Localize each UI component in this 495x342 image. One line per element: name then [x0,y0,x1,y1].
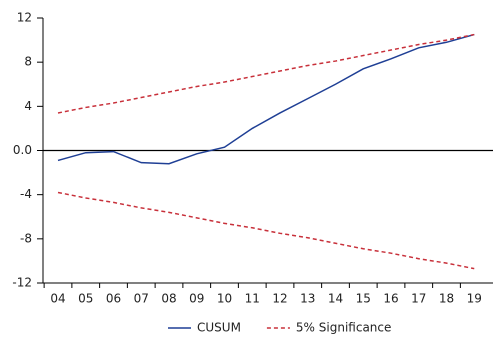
y-tick-label: 12 [17,11,32,25]
y-tick-label: -4 [20,187,32,201]
series-line [57,191,475,270]
y-tick-label: 8 [24,55,32,69]
series-line [57,33,475,114]
x-tick-label: 19 [467,292,482,306]
x-tick-label: 18 [439,292,454,306]
x-tick-label: 17 [411,292,426,306]
series-line [57,33,475,165]
y-tick-label: 4 [24,99,32,113]
x-tick-label: 15 [356,292,371,306]
x-tick-label: 07 [134,292,149,306]
x-tick-label: 08 [161,292,176,306]
x-tick-label: 04 [50,292,65,306]
x-tick-label: 12 [272,292,287,306]
x-tick-label: 06 [106,292,121,306]
legend-label: 5% Significance [296,321,391,335]
x-tick-label: 11 [245,292,260,306]
y-tick-label: 0.0 [13,143,32,157]
y-tick-label: -8 [20,231,32,245]
y-tick-label: -12 [12,276,32,290]
x-tick-label: 05 [78,292,93,306]
x-tick-label: 13 [300,292,315,306]
x-tick-label: 09 [189,292,204,306]
legend-label: CUSUM [197,321,241,335]
x-tick-label: 10 [217,292,232,306]
x-tick-label: 14 [328,292,343,306]
x-tick-label: 16 [383,292,398,306]
